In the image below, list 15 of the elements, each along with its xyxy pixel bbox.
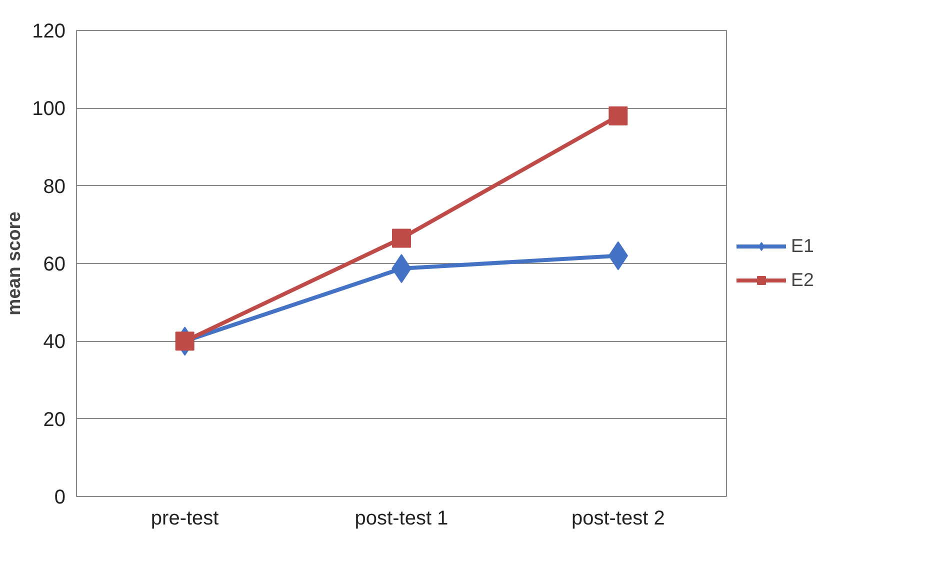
legend-label: E2 bbox=[791, 269, 814, 291]
x-tick-label: pre-test bbox=[150, 508, 220, 530]
legend-label: E1 bbox=[791, 235, 814, 257]
y-tick-label: 0 bbox=[54, 486, 66, 508]
x-tick-label: post-test 1 bbox=[354, 508, 448, 530]
y-tick-label: 20 bbox=[43, 408, 66, 431]
y-axis-title: mean score bbox=[3, 212, 24, 316]
y-tick-label: 60 bbox=[43, 254, 66, 276]
y-tick-label: 40 bbox=[43, 331, 66, 354]
point bbox=[608, 106, 628, 126]
point bbox=[392, 228, 411, 248]
y-tick-label: 80 bbox=[43, 176, 66, 198]
x-tick-label: post-test 2 bbox=[571, 508, 665, 530]
y-tick-label: 120 bbox=[32, 20, 66, 42]
y-tick-label: 100 bbox=[32, 98, 66, 120]
